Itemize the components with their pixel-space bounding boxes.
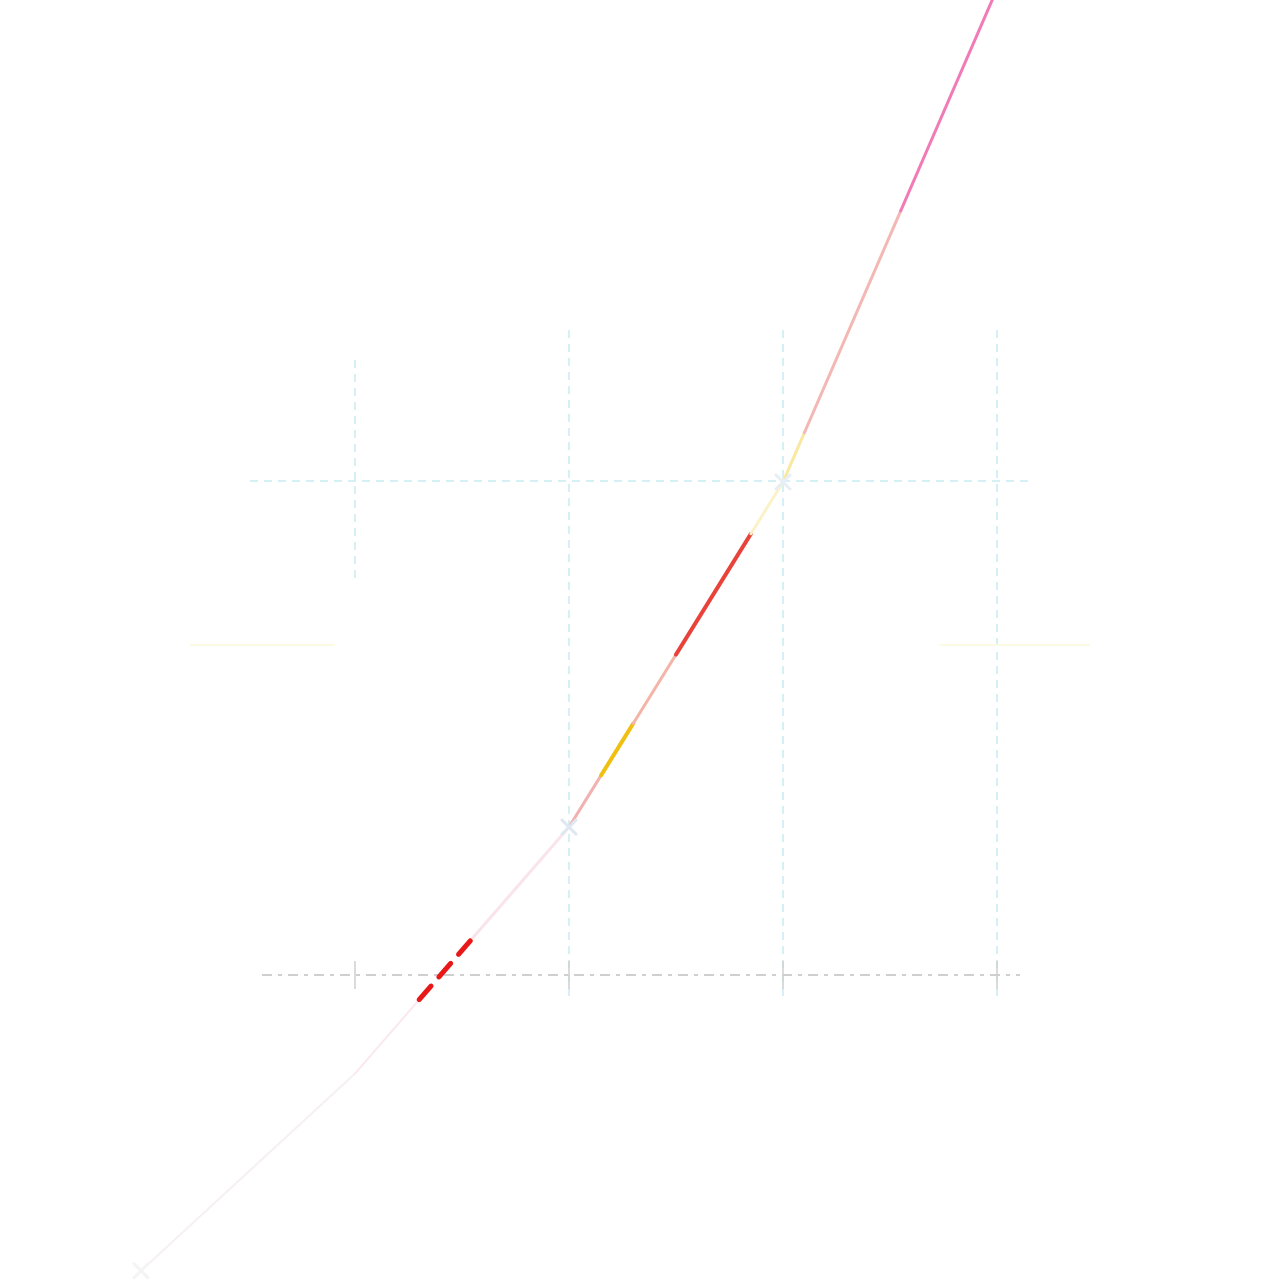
curve-segment-1 — [354, 998, 421, 1075]
curve-segment-8 — [749, 480, 785, 536]
curve-segment-5 — [599, 721, 636, 778]
curve-segment-0 — [140, 1072, 356, 1272]
x-marker-stroke-b — [774, 473, 792, 491]
curve-segment-2 — [416, 935, 476, 1003]
data-markers — [132, 473, 792, 1280]
x-marker-1 — [560, 818, 578, 836]
curve-segment-6 — [631, 653, 678, 726]
x-marker-stroke-b — [560, 818, 578, 836]
series-curve — [140, 0, 994, 1272]
curve-segment-10 — [802, 209, 903, 435]
x-marker-0 — [132, 1262, 150, 1280]
curve-segment-7 — [674, 531, 753, 657]
curve-segment-3 — [471, 825, 571, 940]
x-axis-baseline — [262, 961, 1020, 989]
x-marker-2 — [774, 473, 792, 491]
curve-segment-11 — [899, 0, 994, 213]
x-marker-stroke-b — [132, 1262, 150, 1280]
curve-segment-9 — [781, 431, 806, 484]
curve-segment-4 — [567, 773, 603, 829]
gridlines — [190, 330, 1090, 1000]
